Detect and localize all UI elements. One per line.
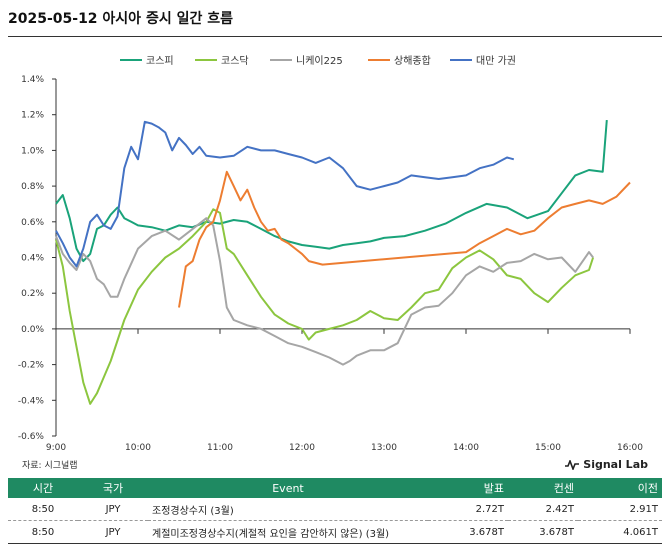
signal-wave-icon [565,459,580,470]
legend-label: 니케이225 [296,55,343,67]
y-tick-label: -0.4% [18,396,45,406]
legend-label: 상해종합 [394,54,431,67]
col-header-country: 국가 [78,478,148,498]
series-line [178,170,631,308]
y-tick-label: 0.2% [21,289,44,299]
cell-actual: 2.72T [428,498,508,521]
legend-label: 코스피 [146,55,174,67]
line-chart: 코스피 코스닥 니케이225 상해종합 대만 가권 1.4% 1.2% 1.0% 0.8% 0.… [18,54,643,453]
brand-logo: Signal Lab [565,458,648,471]
chart-plot-area [55,120,631,405]
series-line [55,120,515,268]
y-tick-label: 0.8% [21,182,44,192]
y-tick-label: 0.0% [21,325,44,335]
col-header-time: 시간 [8,478,78,498]
x-tick-label: 9:00 [46,443,66,453]
col-header-actual: 발표 [428,478,508,498]
col-header-consensus: 컨센 [508,478,578,498]
series-line [55,208,595,405]
cell-previous: 4.061T [578,520,662,544]
series-line [55,120,608,263]
col-header-event: Event [148,478,428,498]
x-tick-label: 13:00 [371,443,397,453]
x-tick-label: 15:00 [535,443,561,453]
cell-event: 계절미조정경상수지(계절적 요인을 감안하지 않은) (3월) [148,520,428,544]
cell-time: 8:50 [8,498,78,521]
y-tick-label: 1.2% [21,111,44,121]
brand-name: Signal Lab [583,458,648,471]
cell-event: 조정경상수지 (3월) [148,498,428,521]
cell-consensus: 2.42T [508,498,578,521]
cell-previous: 2.91T [578,498,662,521]
series-line [55,217,594,366]
x-tick-label: 11:00 [207,443,233,453]
y-tick-label: -0.6% [18,432,45,442]
source-note: 자료: 시그널랩 [22,461,78,471]
legend-label: 코스닥 [221,55,249,67]
table-row: 8:50 JPY 조정경상수지 (3월) 2.72T 2.42T 2.91T [8,498,662,521]
economic-events-table: 시간 국가 Event 발표 컨센 이전 8:50 JPY 조정경상수지 (3월… [8,478,662,544]
x-tick-label: 10:00 [125,443,151,453]
cell-consensus: 3.678T [508,520,578,544]
chart-axes: 1.4% 1.2% 1.0% 0.8% 0.6% 0.4% 0.2% 0.0% -0.2% -0.… [18,75,643,453]
cell-country: JPY [78,520,148,544]
cell-time: 8:50 [8,520,78,544]
title-divider [8,36,662,37]
y-tick-label: 0.4% [21,254,44,264]
page-title: 2025-05-12 아시아 증시 일간 흐름 [8,11,233,27]
col-header-previous: 이전 [578,478,662,498]
y-tick-label: 0.6% [21,218,44,228]
x-tick-label: 14:00 [453,443,479,453]
table-header-row: 시간 국가 Event 발표 컨센 이전 [8,478,662,498]
cell-actual: 3.678T [428,520,508,544]
y-tick-label: -0.2% [18,361,45,371]
y-tick-label: 1.0% [21,146,44,156]
legend-label: 대만 가권 [476,55,516,67]
chart-legend: 코스피 코스닥 니케이225 상해종합 대만 가권 [120,54,516,67]
x-tick-label: 16:00 [617,443,643,453]
cell-country: JPY [78,498,148,521]
x-tick-label: 12:00 [289,443,315,453]
y-tick-label: 1.4% [21,75,44,85]
table-row: 8:50 JPY 계절미조정경상수지(계절적 요인을 감안하지 않은) (3월)… [8,520,662,544]
